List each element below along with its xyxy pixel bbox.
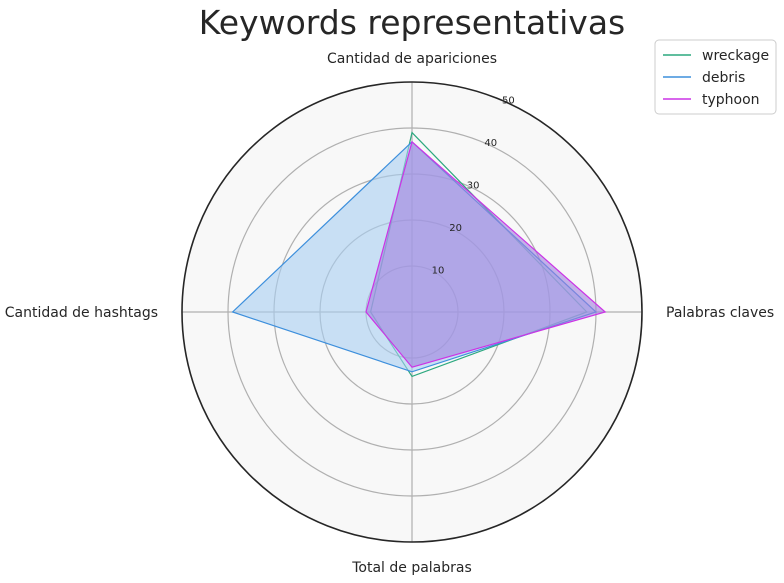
series-fill-typhoon bbox=[366, 141, 606, 368]
outer-frame bbox=[181, 81, 643, 543]
series-line-typhoon bbox=[365, 140, 607, 368]
axis-label: Palabras claves bbox=[666, 305, 774, 321]
legend-entry-wreckage: wreckage bbox=[702, 48, 769, 64]
r-tick-label: 50 bbox=[502, 96, 515, 107]
axis-label: Cantidad de hashtags bbox=[5, 305, 158, 321]
axis-label: Cantidad de apariciones bbox=[327, 51, 497, 67]
r-tick-label: 20 bbox=[449, 223, 462, 234]
chart-title: Keywords representativas bbox=[199, 3, 626, 42]
r-tick-label: 40 bbox=[484, 138, 497, 149]
axis-label: Total de palabras bbox=[351, 560, 472, 576]
r-tick-label: 10 bbox=[432, 266, 445, 277]
legend-entry-debris: debris bbox=[702, 70, 745, 86]
r-tick-label: 30 bbox=[467, 181, 480, 192]
legend-box bbox=[654, 39, 777, 115]
legend-entry-typhoon: typhoon bbox=[702, 92, 760, 108]
